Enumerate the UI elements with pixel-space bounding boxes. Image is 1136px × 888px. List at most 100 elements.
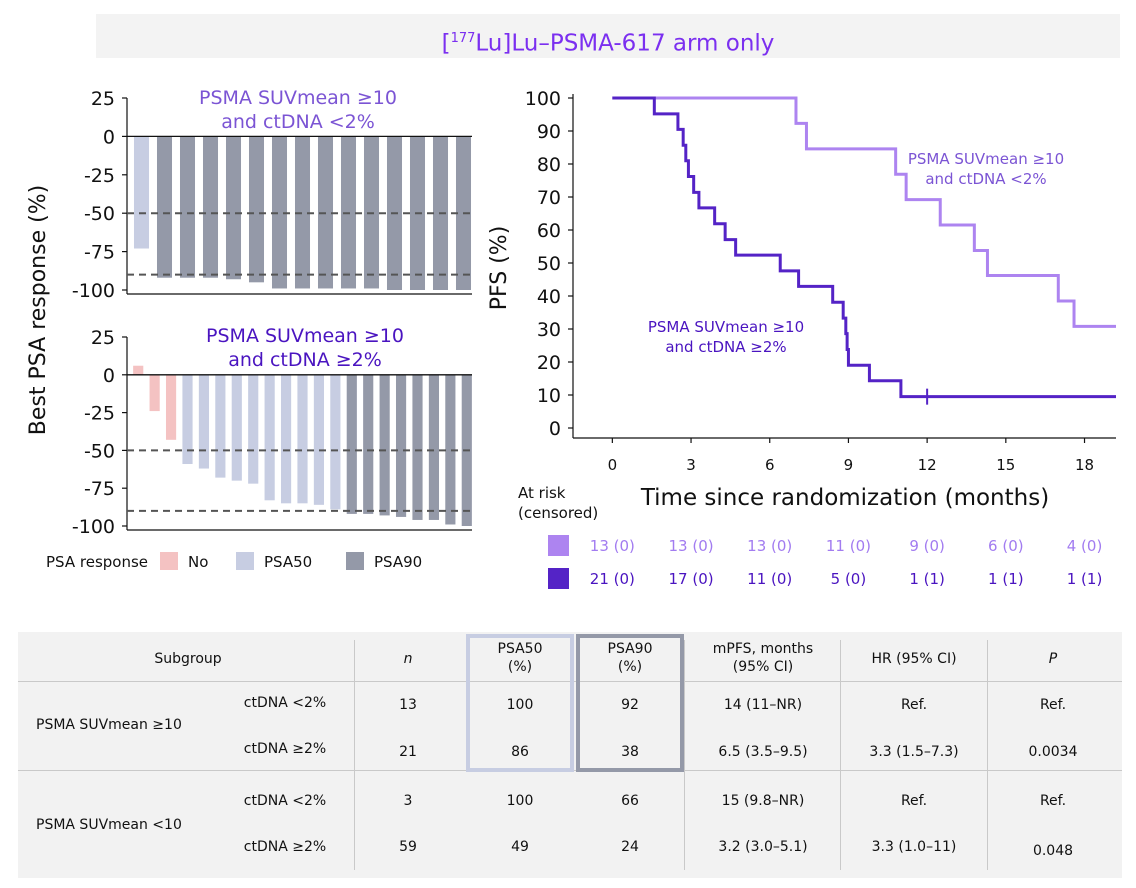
bar	[264, 374, 275, 501]
header-p: P	[1048, 651, 1058, 667]
legend-swatch	[160, 552, 178, 570]
at-risk-value: 13 (0)	[747, 537, 792, 555]
at-risk-title: At risk	[518, 484, 566, 502]
km-x-axis-label: Time since randomization (months)	[640, 485, 1049, 511]
km-x-tick-label: 0	[608, 456, 618, 474]
cell-p: Ref.	[1039, 793, 1067, 809]
y-tick-label: 0	[103, 365, 115, 387]
km-y-axis-label: PFS (%)	[487, 226, 512, 311]
cell-n: 59	[399, 839, 417, 855]
bar	[412, 374, 423, 520]
cell-n: 13	[399, 697, 417, 713]
cell-psa90: 38	[621, 744, 639, 760]
km-x-tick-label: 18	[1075, 456, 1094, 474]
km-y-tick-label: 10	[537, 385, 561, 407]
cell-ctdna: ctDNA <2%	[243, 695, 327, 711]
bar	[294, 136, 311, 289]
bar	[346, 374, 357, 514]
at-risk-value: 1 (1)	[909, 570, 945, 588]
at-risk-swatch	[548, 568, 569, 589]
bar	[313, 374, 325, 505]
km-y-tick-label: 20	[537, 352, 561, 374]
cell-psa90: 66	[621, 793, 639, 809]
at-risk-swatch	[548, 535, 569, 556]
legend-swatch	[346, 552, 364, 570]
at-risk-value: 17 (0)	[668, 570, 713, 588]
at-risk-value: 1 (1)	[1067, 570, 1103, 588]
banner-superscript: 177	[450, 31, 476, 46]
bar	[215, 374, 226, 478]
cell-mpfs: 3.2 (3.0–5.1)	[718, 839, 808, 855]
at-risk-value: 21 (0)	[590, 570, 635, 588]
y-tick-label: -100	[72, 280, 115, 302]
y-tick-label: 25	[91, 327, 115, 349]
at-risk-title: (censored)	[518, 504, 598, 522]
bar	[248, 374, 259, 484]
km-x-tick-label: 3	[686, 456, 696, 474]
at-risk-value: 13 (0)	[668, 537, 713, 555]
cell-ctdna: ctDNA <2%	[243, 793, 327, 809]
km-y-tick-label: 100	[525, 88, 561, 110]
at-risk-value: 5 (0)	[831, 570, 867, 588]
at-risk-value: 1 (1)	[988, 570, 1024, 588]
cell-psa50: 49	[511, 839, 529, 855]
legend-label: PSA50	[264, 553, 312, 571]
cell-ctdna: ctDNA ≥2%	[243, 741, 327, 757]
y-tick-label: -50	[84, 440, 115, 462]
bar	[156, 136, 173, 278]
km-y-tick-label: 50	[537, 253, 561, 275]
y-tick-label: -75	[84, 242, 115, 264]
cell-psa90: 24	[621, 839, 639, 855]
panel-title: and ctDNA ≥2%	[228, 349, 382, 371]
bar	[231, 374, 242, 481]
at-risk-value: 11 (0)	[747, 570, 792, 588]
table-divider	[354, 640, 355, 870]
km-series-label: and ctDNA <2%	[925, 170, 1046, 188]
cell-p: 0.048	[1032, 843, 1074, 859]
header-mpfs: mPFS, months (95% CI)	[712, 641, 814, 675]
panel-banner: [177Lu]Lu–PSMA-617 arm only	[96, 14, 1120, 58]
cell-psa90: 92	[621, 697, 639, 713]
y-axis-label: Best PSA response (%)	[26, 185, 51, 435]
panel-title: PSMA SUVmean ≥10	[206, 325, 404, 347]
bar	[330, 374, 341, 510]
panel-title: PSMA SUVmean ≥10	[199, 87, 397, 109]
panel-title: and ctDNA <2%	[221, 111, 375, 133]
bar	[179, 136, 196, 278]
at-risk-value: 4 (0)	[1067, 537, 1103, 555]
bar	[280, 374, 292, 504]
km-series-label: and ctDNA ≥2%	[665, 338, 786, 356]
banner-text: Lu]Lu–PSMA-617 arm only	[475, 30, 775, 57]
table-divider	[840, 640, 841, 870]
km-x-tick-label: 9	[844, 456, 854, 474]
km-y-tick-label: 60	[537, 220, 561, 242]
km-y-tick-label: 90	[537, 121, 561, 143]
at-risk-value: 9 (0)	[909, 537, 945, 555]
bar	[297, 374, 308, 504]
bar	[225, 136, 242, 280]
cell-p: 0.0034	[1028, 744, 1078, 760]
cell-psa50: 100	[506, 793, 534, 809]
cell-mpfs: 15 (9.8–NR)	[721, 793, 805, 809]
header-psa90: PSA90 (%)	[607, 641, 653, 675]
legend-label: PSA90	[374, 553, 422, 571]
at-risk-value: 11 (0)	[826, 537, 871, 555]
km-y-tick-label: 0	[549, 418, 561, 440]
cell-hr: Ref.	[900, 697, 928, 713]
bar	[133, 136, 150, 249]
bar	[133, 365, 144, 375]
bar	[248, 136, 265, 283]
km-x-tick-label: 6	[765, 456, 775, 474]
psa50-highlight	[466, 634, 574, 772]
group-label: PSMA SUVmean ≥10	[36, 717, 182, 733]
header-hr: HR (95% CI)	[871, 651, 957, 667]
cell-n: 3	[403, 793, 413, 809]
km-y-tick-label: 80	[537, 154, 561, 176]
y-tick-label: -25	[84, 165, 115, 187]
bar	[445, 374, 456, 525]
cell-psa50: 100	[506, 697, 534, 713]
table-divider	[684, 640, 685, 870]
km-y-tick-label: 40	[537, 286, 561, 308]
bar	[363, 374, 374, 514]
